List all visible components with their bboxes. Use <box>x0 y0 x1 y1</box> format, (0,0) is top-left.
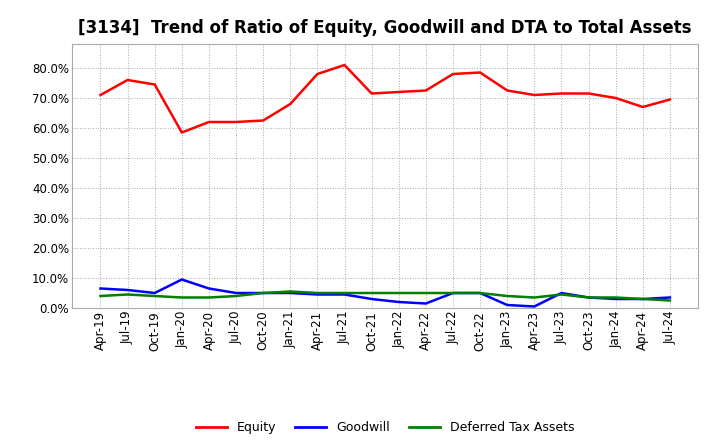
Legend: Equity, Goodwill, Deferred Tax Assets: Equity, Goodwill, Deferred Tax Assets <box>191 416 580 439</box>
Title: [3134]  Trend of Ratio of Equity, Goodwill and DTA to Total Assets: [3134] Trend of Ratio of Equity, Goodwil… <box>78 19 692 37</box>
